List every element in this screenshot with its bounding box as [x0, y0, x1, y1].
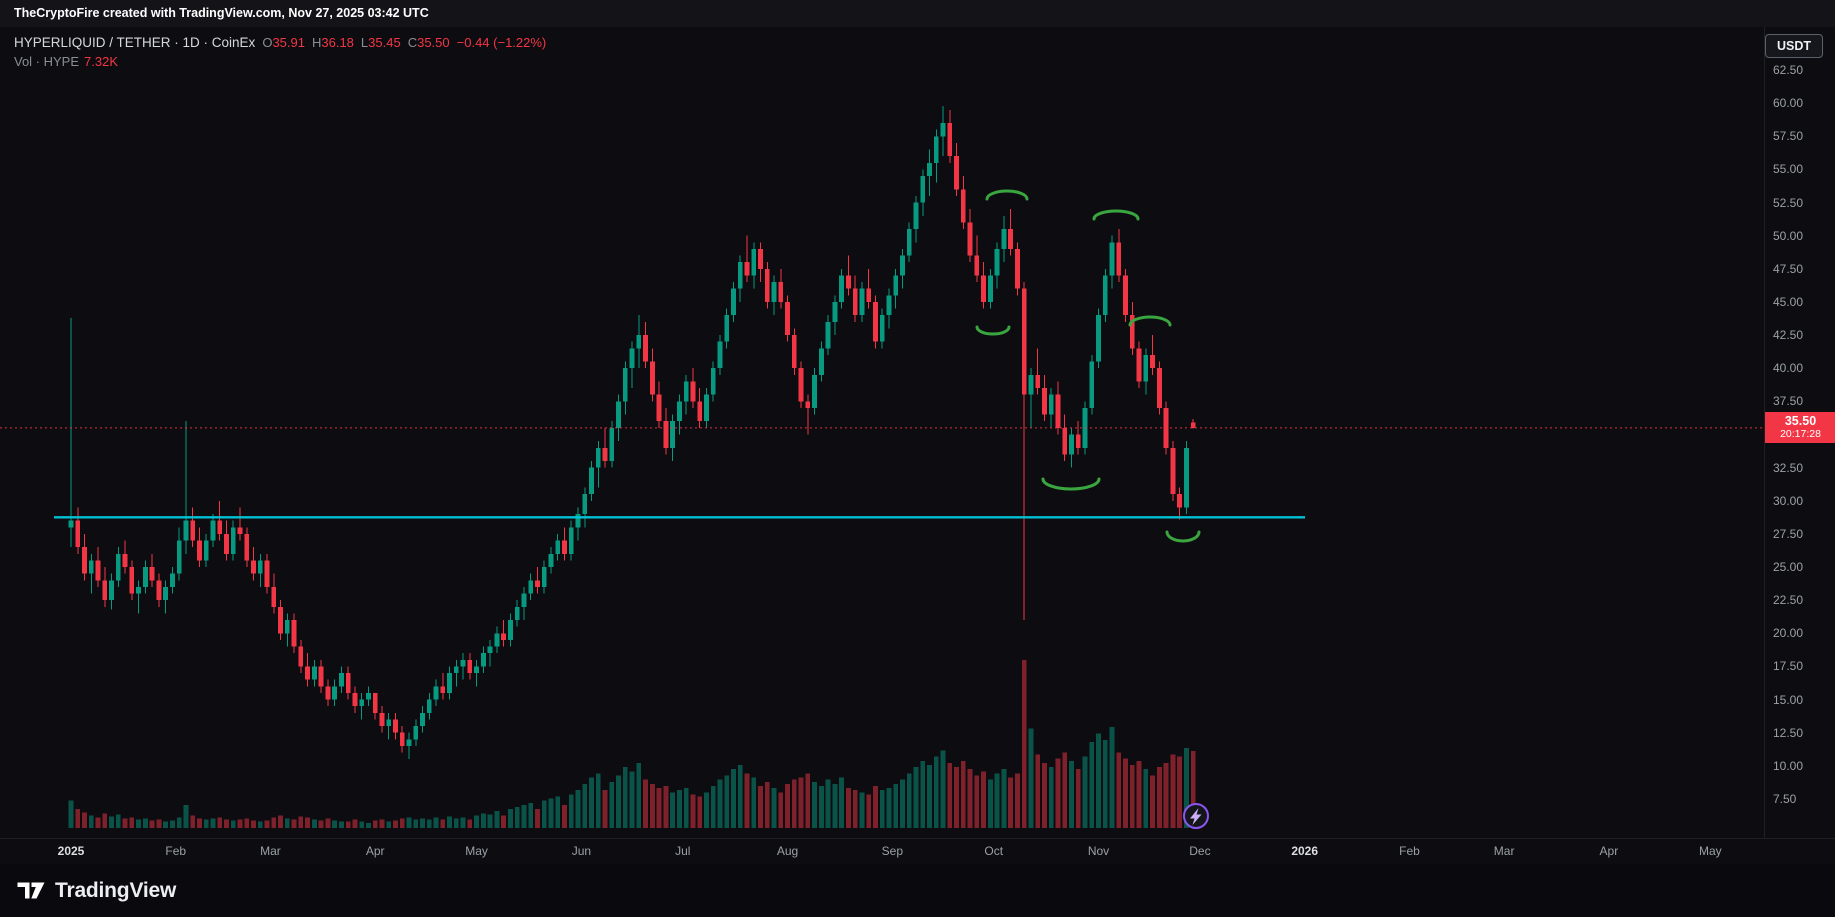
- time-tick-label: 2026: [1291, 844, 1319, 858]
- volume-label: Vol · HYPE: [14, 54, 80, 69]
- low-value: 35.45: [368, 35, 401, 50]
- chart-panel: 35.50 20:17:28 62.50 60.00 57.50 55.00 52.50…: [0, 27, 1835, 864]
- price-tick-label: 7.50: [1773, 792, 1797, 806]
- price-tick-label: 12.50: [1773, 725, 1804, 740]
- time-tick-label: Apr: [365, 844, 385, 858]
- time-tick-label: Mar: [1493, 844, 1515, 858]
- price-tick-label: 62.50: [1773, 63, 1804, 77]
- price-tick-label: 20.00: [1773, 626, 1804, 641]
- change-value: −0.44 (−1.22%): [456, 35, 547, 50]
- legend-row-main: HYPERLIQUID / TETHER · 1D · CoinEx O35.91…: [14, 35, 546, 50]
- time-tick-label: Jun: [571, 844, 592, 858]
- open-value: 35.91: [272, 35, 305, 50]
- time-tick-label: Apr: [1599, 844, 1619, 858]
- price-tick-label: 45.00: [1773, 294, 1804, 309]
- price-tick-label: 22.50: [1773, 593, 1804, 608]
- attribution-bar: TheCryptoFire created with TradingView.c…: [0, 0, 1835, 27]
- time-tick-label: 2025: [57, 844, 85, 858]
- high-label: H: [311, 35, 322, 50]
- price-tick-label: 47.50: [1773, 261, 1804, 276]
- time-tick-label: May: [465, 844, 488, 858]
- time-tick-label: Nov: [1087, 844, 1110, 858]
- high-value: 36.18: [321, 35, 354, 50]
- price-tick-label: 17.50: [1773, 659, 1804, 674]
- time-tick-label: May: [1698, 844, 1722, 858]
- price-tick-label: 15.00: [1773, 692, 1804, 707]
- time-tick-label: Dec: [1189, 844, 1211, 858]
- currency-toggle-button[interactable]: USDT: [1764, 34, 1823, 58]
- price-tick-label: 10.00: [1773, 758, 1804, 773]
- volume-value: 7.32K: [84, 54, 119, 69]
- time-axis[interactable]: 2025 Feb Mar Apr May Jun Jul Aug Sep Oct Nov Dec 202…: [0, 838, 1835, 864]
- countdown-timer: 20:17:28: [1780, 427, 1821, 440]
- price-tick-label: 57.50: [1773, 129, 1804, 144]
- price-tick-label: 52.50: [1773, 195, 1804, 210]
- price-chart-canvas[interactable]: [0, 27, 1764, 838]
- candlesticks: [68, 105, 1196, 760]
- attribution-text: TheCryptoFire created with TradingView.c…: [14, 6, 429, 20]
- tradingview-wordmark: TradingView: [55, 878, 177, 902]
- annotation-arcs[interactable]: [975, 189, 1201, 543]
- price-tick-label: 27.50: [1773, 526, 1804, 541]
- tradingview-logo[interactable]: TradingView: [16, 879, 176, 903]
- open-label: O: [262, 35, 273, 50]
- close-value: 35.50: [417, 35, 450, 50]
- price-tick-label: 40.00: [1773, 361, 1804, 376]
- price-tick-label: 32.50: [1773, 460, 1804, 475]
- current-price-value: 35.50: [1784, 413, 1817, 428]
- volume-bars: [68, 660, 1196, 828]
- time-tick-label: Aug: [776, 844, 799, 858]
- close-label: C: [407, 35, 418, 50]
- price-tick-label: 55.00: [1773, 162, 1804, 177]
- price-tick-label: 37.50: [1773, 394, 1804, 409]
- low-label: L: [360, 35, 369, 50]
- price-tick-label: 60.00: [1773, 96, 1804, 111]
- price-tick-label: 50.00: [1773, 228, 1804, 243]
- tradingview-logo-icon: [17, 882, 45, 899]
- footer-bar: TradingView: [0, 864, 1835, 917]
- price-axis[interactable]: 35.50 20:17:28 62.50 60.00 57.50 55.00 52.50…: [1764, 27, 1835, 838]
- time-tick-label: Jul: [675, 844, 691, 858]
- price-tick-label: 30.00: [1773, 493, 1804, 508]
- symbol-title[interactable]: HYPERLIQUID / TETHER · 1D · CoinEx: [14, 35, 256, 50]
- symbol-legend: HYPERLIQUID / TETHER · 1D · CoinEx O35.91…: [14, 35, 546, 69]
- time-tick-label: Mar: [260, 844, 281, 858]
- time-tick-label: Feb: [165, 844, 187, 858]
- flash-icon[interactable]: [1183, 803, 1209, 829]
- time-tick-label: Sep: [881, 844, 904, 858]
- time-tick-label: Oct: [984, 844, 1004, 858]
- price-tick-label: 25.00: [1773, 560, 1804, 575]
- legend-row-volume: Vol · HYPE 7.32K: [14, 54, 546, 69]
- time-tick-label: Feb: [1399, 844, 1420, 858]
- price-tick-label: 42.50: [1773, 328, 1804, 343]
- current-price-flag: 35.50 20:17:28: [1765, 411, 1835, 443]
